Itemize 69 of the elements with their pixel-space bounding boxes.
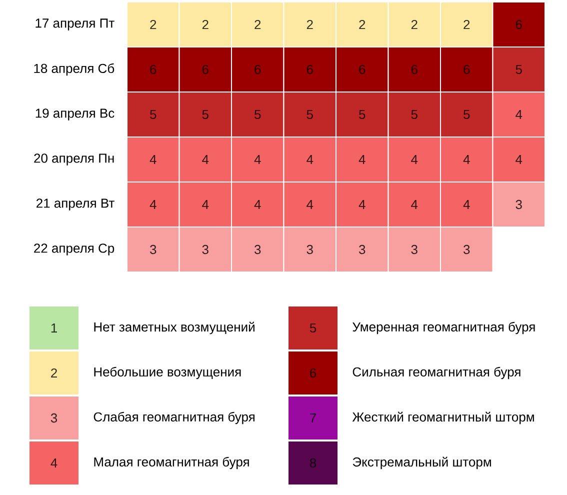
data-label: 2 [202, 20, 208, 30]
data-label: 5 [464, 110, 470, 120]
category-label: Слабая геомагнитная буря [94, 412, 254, 424]
data-label: 6 [202, 64, 208, 74]
data-label: 6 [359, 64, 366, 74]
data-label: 4 [358, 155, 366, 164]
data-label: 4 [254, 200, 261, 209]
data-label: 4 [306, 155, 314, 164]
data-label: 5 [359, 110, 366, 120]
data-label: 7 [310, 414, 316, 422]
data-label: 6 [464, 64, 470, 74]
data-label: 3 [202, 244, 208, 254]
data-label: 4 [150, 200, 156, 209]
data-label: 2 [464, 20, 470, 30]
data-label: 5 [306, 110, 313, 120]
data-label: 2 [359, 20, 366, 30]
data-label: 4 [306, 200, 314, 209]
category-label: Жесткий геомагнитный шторм [352, 412, 534, 424]
data-label: 5 [411, 110, 418, 120]
data-label: 4 [202, 200, 209, 209]
category-label: Экстремальный шторм [352, 456, 491, 470]
data-label: 4 [463, 155, 470, 164]
data-label: 8 [310, 458, 316, 468]
data-label: 3 [50, 413, 58, 423]
y-tick-label: 18 апреля Сб [34, 63, 114, 76]
data-label: 2 [254, 20, 261, 30]
data-label: 6 [254, 64, 261, 74]
category-label: Нет заметных возмущений [94, 322, 254, 334]
data-label: 4 [411, 155, 418, 164]
category-label: Небольшие возмущения [94, 366, 241, 380]
data-label: 4 [358, 200, 366, 209]
data-label: 6 [150, 64, 156, 74]
data-label: 4 [202, 155, 209, 164]
data-label: 3 [411, 244, 418, 254]
data-label: 4 [516, 110, 522, 119]
y-tick-label: 19 апреля Вс [36, 108, 114, 120]
y-tick-label: 22 апреля Ср [34, 244, 114, 256]
data-label: 1 [51, 324, 57, 332]
data-label: 3 [516, 200, 522, 210]
data-label: 3 [254, 244, 261, 254]
category-label: Малая геомагнитная буря [94, 456, 249, 470]
category-label: Сильная геомагнитная буря [352, 366, 520, 380]
data-label: 5 [202, 110, 208, 120]
data-label: 3 [306, 244, 313, 254]
data-label: 5 [516, 64, 522, 74]
data-label: 4 [411, 200, 418, 209]
data-label: 5 [150, 110, 156, 120]
data-label: 4 [50, 458, 58, 468]
data-label: 6 [516, 20, 522, 30]
data-label: 4 [150, 155, 156, 164]
y-tick-label: 20 апреля Пн [34, 154, 114, 166]
category-label: Умеренная геомагнитная буря [352, 322, 535, 334]
data-label: 2 [150, 20, 156, 30]
data-label: 6 [306, 64, 313, 74]
data-label: 5 [310, 323, 316, 333]
data-label: 3 [464, 244, 470, 254]
data-label: 6 [310, 368, 316, 378]
y-tick-label: 21 апреля Вт [36, 198, 114, 210]
data-label: 2 [411, 20, 418, 30]
data-label: 3 [150, 244, 156, 254]
data-label: 4 [463, 200, 470, 209]
data-label: 3 [359, 244, 366, 254]
data-label: 2 [51, 368, 57, 378]
data-label: 6 [411, 64, 418, 74]
data-label: 4 [516, 155, 522, 164]
data-label: 2 [306, 20, 313, 30]
data-label: 4 [254, 155, 261, 164]
data-label: 5 [254, 110, 261, 120]
y-tick-label: 17 апреля Пт [36, 18, 114, 30]
